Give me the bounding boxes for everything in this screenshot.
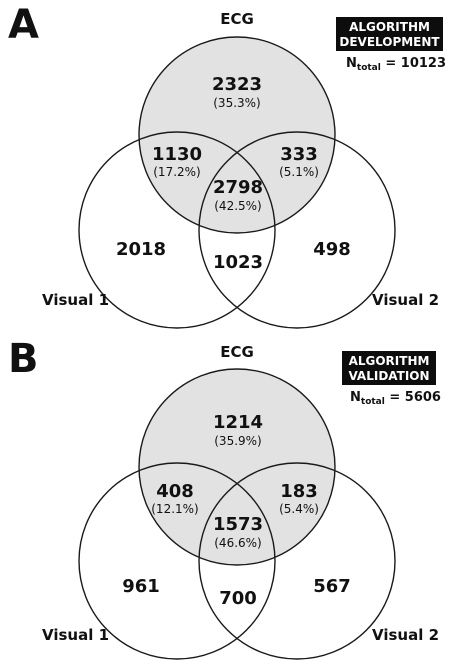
panel-letter-a: A [8,2,39,48]
ecg-visual1-pct-a: (17.2%) [153,165,200,179]
all-three-count-a: 2798 [213,177,263,198]
ecg-visual2-pct-a: (5.1%) [279,165,319,179]
visual2-circle-b [198,462,396,660]
visual2-only-count-b: 567 [313,576,351,597]
visual1-label-a: Visual 1 [42,291,109,309]
badge-line1-b: ALGORITHM [349,354,430,368]
panel-letter-b: B [8,336,39,382]
visual2-label-a: Visual 2 [372,291,439,309]
ecg-visual1-count-a: 1130 [152,144,202,165]
ecg-only-count-b: 1214 [213,412,263,433]
visual1-visual2-count-a: 1023 [213,252,263,273]
ecg-visual2-count-a: 333 [280,144,318,165]
visual2-only-count-a: 498 [313,239,351,260]
ecg-circle-a [138,36,336,234]
venn-panel-b: B ECG Visual 1 Visual 2 ALGORITHM VALIDA… [8,336,441,660]
ecg-visual2-pct-b: (5.4%) [279,502,319,516]
ecg-visual1-pct-b: (12.1%) [151,502,198,516]
ecg-only-pct-a: (35.3%) [213,96,260,110]
all-three-count-b: 1573 [213,514,263,535]
all-three-pct-a: (42.5%) [214,199,261,213]
visual1-label-b: Visual 1 [42,626,109,644]
ecg-only-count-a: 2323 [212,74,262,95]
badge-line1-a: ALGORITHM [349,20,430,34]
all-three-pct-b: (46.6%) [214,536,261,550]
badge-line2-a: DEVELOPMENT [339,35,440,49]
ecg-visual1-count-b: 408 [156,481,194,502]
ecg-label-b: ECG [220,343,254,361]
visual1-only-count-a: 2018 [116,239,166,260]
visual1-visual2-count-b: 700 [219,588,257,609]
visual1-circle-a [78,131,276,329]
badge-line2-b: VALIDATION [348,369,429,383]
visual1-only-count-b: 961 [122,576,160,597]
ecg-only-pct-b: (35.9%) [214,434,261,448]
ecg-circle-b [138,368,336,566]
badge-box-b [342,351,436,385]
visual2-label-b: Visual 2 [372,626,439,644]
badge-box-a [336,17,443,51]
ecg-visual2-count-b: 183 [280,481,318,502]
venn-panel-a: A ECG Visual 1 Visual 2 ALGORITHM DEVELO… [8,2,446,329]
ntotal-b: Ntotal = 5606 [350,390,441,407]
visual1-circle-b [78,462,276,660]
visual2-circle-a [198,131,396,329]
ecg-label-a: ECG [220,10,254,28]
ntotal-a: Ntotal = 10123 [346,56,446,73]
